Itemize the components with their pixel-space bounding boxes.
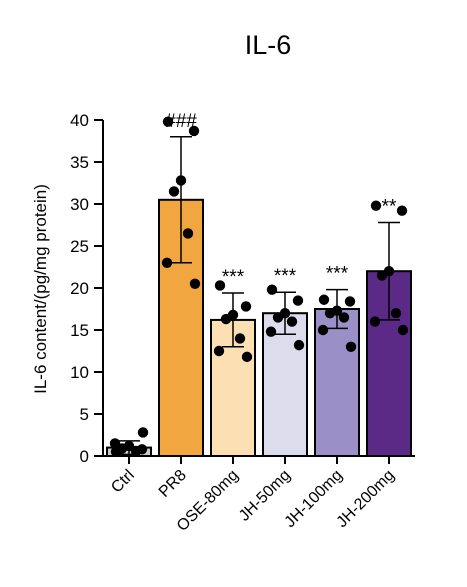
data-points-group	[109, 116, 409, 457]
y-axis-title: IL-6 content/(pg/mg protein)	[31, 184, 50, 394]
data-point	[175, 175, 187, 186]
chart-title: IL-6	[245, 30, 292, 60]
data-point	[369, 316, 381, 327]
data-point	[324, 308, 336, 319]
data-point	[168, 186, 180, 197]
data-point	[293, 339, 305, 351]
significance-label: ###	[165, 111, 197, 132]
y-tick-label: 0	[80, 447, 89, 466]
data-point	[161, 257, 173, 268]
data-point	[137, 427, 149, 438]
y-tick-label: 30	[70, 195, 89, 214]
data-point	[344, 296, 356, 307]
y-tick-label: 20	[70, 279, 89, 298]
x-tick-label: Ctrl	[108, 467, 138, 497]
y-tick-label: 15	[70, 321, 89, 340]
data-point	[345, 341, 357, 352]
data-point	[214, 280, 226, 291]
data-point	[234, 333, 246, 344]
data-point	[220, 313, 232, 325]
data-point	[130, 445, 142, 457]
y-tick-label: 35	[70, 153, 89, 172]
y-tick-label: 40	[70, 111, 89, 130]
data-point	[241, 351, 253, 363]
data-point	[318, 294, 330, 305]
data-point	[397, 324, 409, 336]
significance-label: **	[382, 196, 397, 217]
significance-label: ***	[326, 264, 349, 285]
significance-label: ***	[222, 267, 245, 288]
y-tick-label: 25	[70, 237, 89, 256]
y-tick-label: 10	[70, 363, 89, 382]
data-point	[396, 205, 408, 216]
data-point	[292, 295, 304, 306]
data-point	[286, 316, 298, 327]
data-point	[188, 125, 200, 137]
data-point	[162, 116, 174, 127]
data-point	[189, 278, 201, 289]
data-point	[370, 200, 382, 211]
x-tick-label: PR8	[156, 467, 190, 501]
y-tick-label: 5	[80, 405, 89, 424]
data-point	[240, 301, 252, 312]
significance-labels-group: ###*** *** *****	[165, 111, 397, 288]
data-point	[390, 308, 402, 319]
data-point	[317, 324, 329, 336]
data-point	[272, 312, 284, 323]
data-point	[182, 228, 194, 239]
data-point	[338, 312, 350, 323]
data-point	[376, 270, 388, 281]
data-point	[109, 438, 121, 449]
data-point	[213, 345, 225, 357]
bar	[262, 312, 308, 458]
significance-label: ***	[274, 266, 297, 287]
data-point	[265, 326, 277, 337]
bars-group	[106, 198, 412, 458]
data-point	[266, 284, 278, 295]
